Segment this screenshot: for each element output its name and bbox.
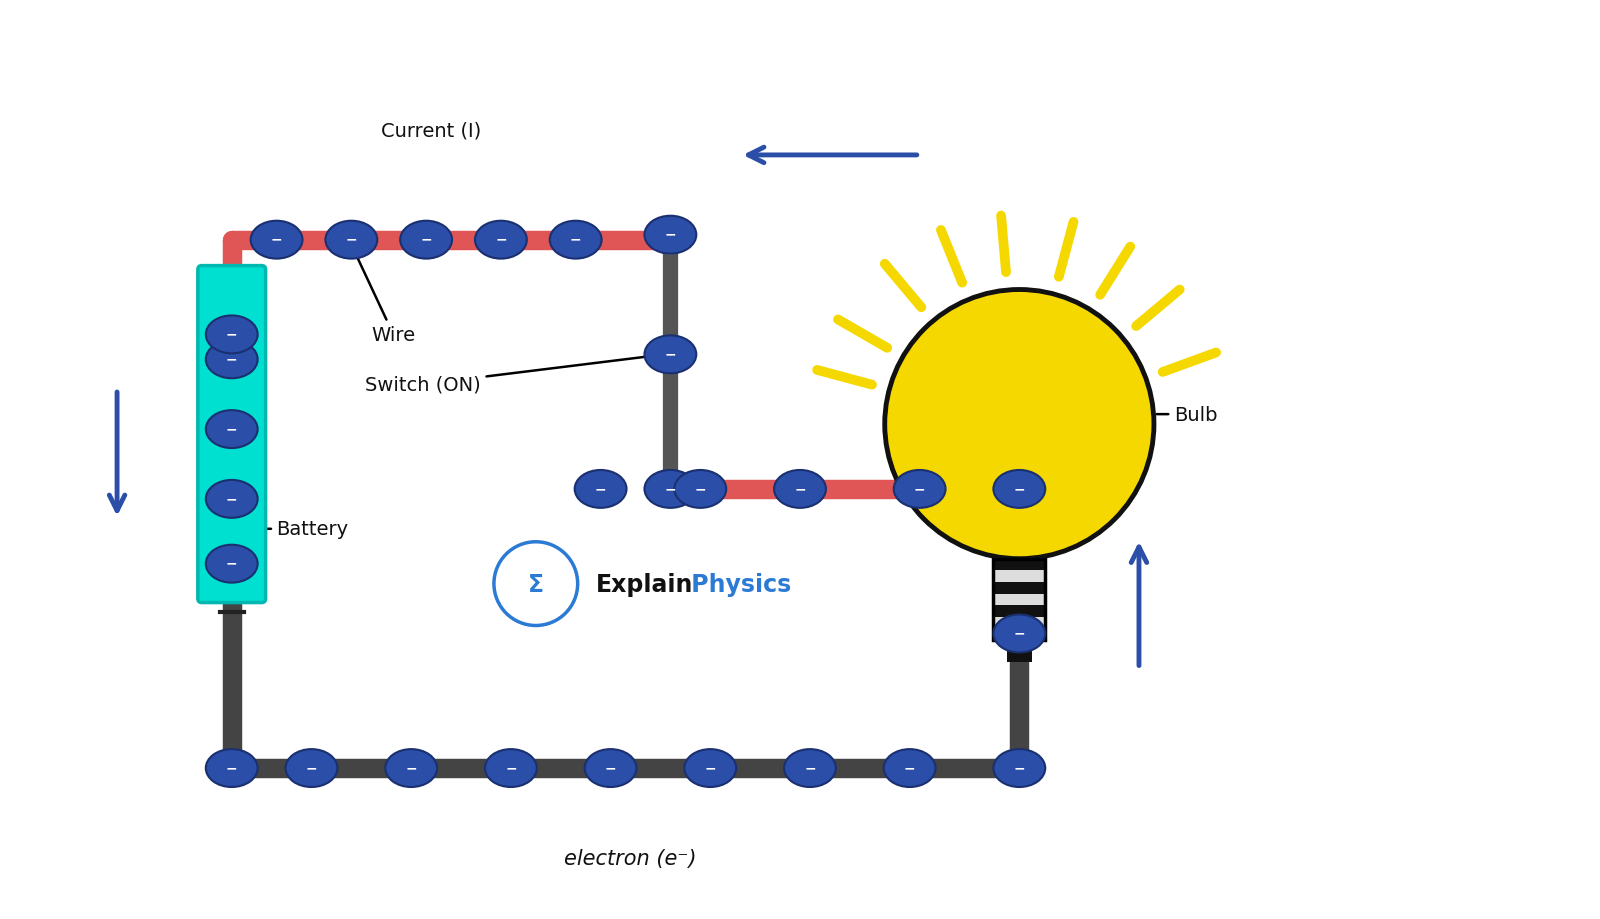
Ellipse shape (550, 221, 602, 259)
Text: −: − (405, 760, 418, 774)
Bar (994, 559, 1045, 641)
Text: −: − (506, 760, 517, 774)
Ellipse shape (784, 749, 835, 788)
Bar (994, 571, 1045, 583)
Text: −: − (664, 227, 677, 242)
Ellipse shape (325, 221, 378, 259)
Bar (994, 606, 1045, 618)
Ellipse shape (883, 749, 936, 788)
Text: −: − (226, 352, 237, 366)
Ellipse shape (651, 225, 690, 255)
Bar (994, 559, 1045, 571)
Text: −: − (1013, 760, 1026, 774)
Text: −: − (914, 482, 925, 495)
Ellipse shape (994, 749, 1045, 788)
Text: −: − (570, 233, 581, 246)
Bar (1006, 641, 1032, 663)
Text: −: − (270, 233, 282, 246)
Ellipse shape (651, 474, 690, 505)
Bar (994, 583, 1045, 594)
Text: −: − (595, 482, 606, 495)
Text: Wire: Wire (352, 248, 416, 345)
Text: −: − (805, 760, 816, 774)
Bar (994, 618, 1045, 630)
Ellipse shape (251, 221, 302, 259)
Text: electron (e⁻): electron (e⁻) (565, 848, 696, 868)
Text: −: − (1013, 482, 1026, 495)
Text: −: − (605, 760, 616, 774)
Ellipse shape (475, 221, 526, 259)
Text: −: − (226, 556, 237, 570)
Text: −: − (226, 760, 237, 774)
Text: Current (I): Current (I) (381, 121, 482, 141)
Ellipse shape (584, 749, 637, 788)
Ellipse shape (206, 341, 258, 379)
Ellipse shape (206, 316, 258, 354)
Text: −: − (421, 233, 432, 246)
Text: −: − (694, 482, 706, 495)
Circle shape (885, 290, 1154, 559)
Text: −: − (494, 233, 507, 246)
Ellipse shape (685, 749, 736, 788)
Text: −: − (1013, 626, 1026, 640)
Ellipse shape (645, 217, 696, 255)
Text: −: − (226, 492, 237, 505)
Text: −: − (306, 760, 317, 774)
Ellipse shape (894, 471, 946, 508)
Ellipse shape (674, 471, 726, 508)
Text: −: − (664, 482, 677, 495)
Bar (994, 630, 1045, 641)
Ellipse shape (386, 749, 437, 788)
Text: −: − (664, 347, 677, 361)
Ellipse shape (645, 336, 696, 374)
Ellipse shape (574, 471, 627, 508)
Ellipse shape (645, 471, 696, 508)
Ellipse shape (994, 615, 1045, 652)
Text: Σ: Σ (528, 572, 544, 596)
Bar (994, 594, 1045, 606)
Text: Switch (ON): Switch (ON) (365, 356, 662, 394)
Text: Explain: Explain (595, 572, 693, 596)
Ellipse shape (994, 471, 1045, 508)
Ellipse shape (400, 221, 453, 259)
Text: −: − (904, 760, 915, 774)
Text: Physics: Physics (683, 572, 792, 596)
Text: Battery: Battery (264, 520, 349, 539)
Text: Bulb: Bulb (1157, 405, 1218, 425)
Text: −: − (794, 482, 806, 495)
Ellipse shape (206, 749, 258, 788)
FancyBboxPatch shape (198, 267, 266, 603)
Ellipse shape (485, 749, 536, 788)
Text: −: − (704, 760, 717, 774)
Ellipse shape (285, 749, 338, 788)
Ellipse shape (206, 545, 258, 583)
Ellipse shape (774, 471, 826, 508)
Ellipse shape (206, 411, 258, 448)
Text: −: − (346, 233, 357, 246)
Text: −: − (226, 327, 237, 341)
Text: −: − (226, 422, 237, 436)
Ellipse shape (206, 481, 258, 518)
